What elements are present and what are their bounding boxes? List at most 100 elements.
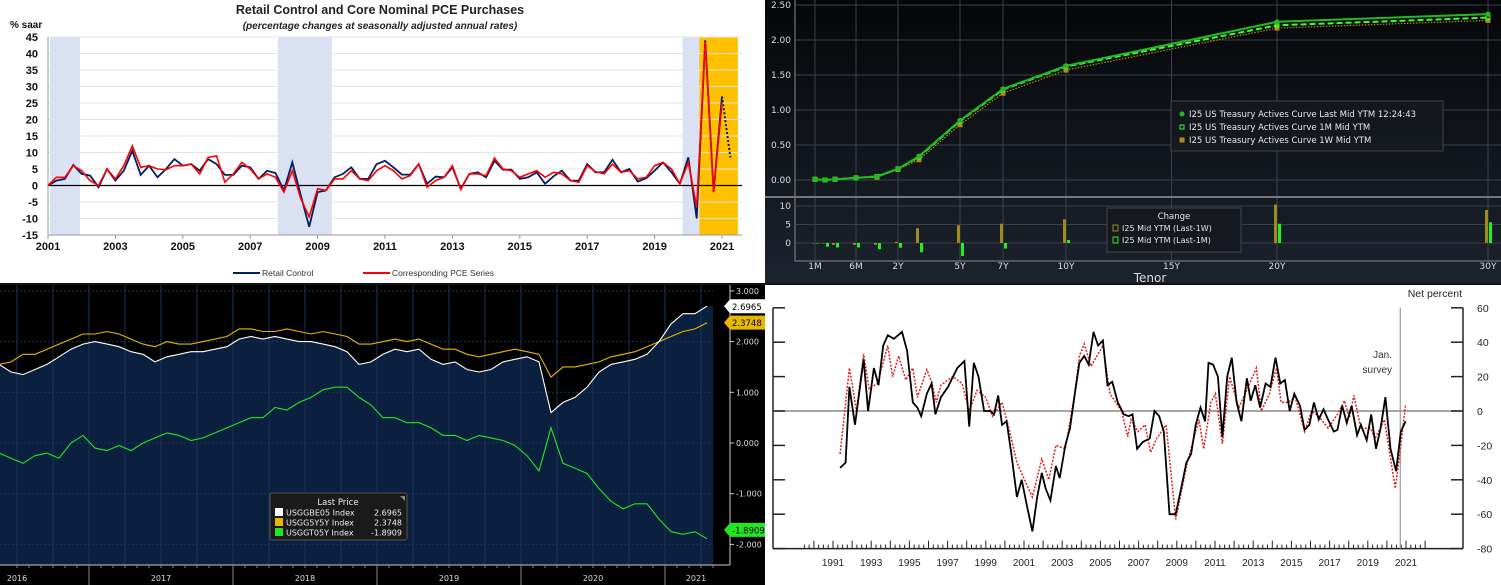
legend-label: Retail Control: [262, 268, 314, 278]
x-tick-label: 2016: [7, 574, 27, 583]
legend-label: Corresponding PCE Series: [392, 268, 494, 278]
curve-marker: [1485, 17, 1491, 23]
x-tick-label: 2015: [1280, 558, 1303, 569]
x-tick-label: 15Y: [1163, 262, 1180, 272]
y-tick-label: 0: [32, 181, 38, 193]
legend-value: 2.6965: [374, 509, 402, 518]
annotation-label: survey: [1363, 365, 1392, 376]
x-tick-label: 5Y: [954, 262, 966, 272]
y-tick-label: 15: [26, 131, 38, 143]
x-axis-label: Tenor: [1133, 271, 1167, 283]
y-tick-label: 0: [785, 239, 791, 249]
x-tick-label: 2020: [583, 574, 603, 583]
curve-marker: [832, 176, 838, 182]
y-tick-label: 2.00: [771, 36, 791, 46]
y-tick-label: 25: [26, 98, 38, 110]
panel-divider: [0, 283, 1501, 285]
panel-divider: [760, 0, 765, 285]
legend-marker: [1112, 224, 1119, 232]
x-tick-label: 1995: [898, 558, 921, 569]
x-tick-label: 2019: [1357, 558, 1380, 569]
y-tick-label: 1.50: [771, 71, 791, 81]
y-tick-label: 20: [1477, 372, 1489, 384]
legend-label: I25 US Treasury Actives Curve 1W Mid YTM: [1189, 136, 1371, 146]
y-tick-label: -20: [1477, 440, 1492, 452]
area-fill: [0, 306, 713, 565]
y-tick-label: -10: [22, 214, 38, 226]
series-line-retail-control: [47, 40, 723, 228]
legend-label: I25 Mid YTM (Last-1W): [1122, 224, 1212, 233]
y-tick-label: 30: [26, 82, 38, 94]
y-tick-label: 2.50: [771, 1, 791, 11]
legend-label: I25 Mid YTM (Last-1M): [1122, 236, 1211, 245]
change-bar: [1067, 240, 1070, 243]
y-tick-label: -5: [28, 197, 38, 209]
y-tick-label: 45: [26, 32, 38, 44]
x-tick-label: 2021: [1395, 558, 1418, 569]
y-tick-label: 0.000: [736, 439, 759, 448]
legend-resize-handle: [400, 496, 405, 501]
legend-marker: [1179, 124, 1185, 130]
x-tick-label: 2007: [238, 241, 262, 253]
x-tick-label: 2013: [1242, 558, 1265, 569]
annotation-label: Jan.: [1373, 350, 1392, 361]
y-tick-label: -40: [1477, 475, 1492, 487]
change-bar: [811, 243, 815, 244]
change-bar: [815, 243, 819, 244]
change-bar: [832, 243, 835, 245]
curve-marker: [916, 153, 922, 159]
x-tick-label: 2015: [508, 241, 532, 253]
curve-legend: I25 US Treasury Actives Curve Last Mid Y…: [1170, 100, 1444, 152]
x-tick-label: 2018: [295, 574, 315, 583]
legend-label: USGGBE05 Index: [286, 509, 355, 518]
change-legend: Change I25 Mid YTM (Last-1W) I25 Mid YTM (…: [1106, 207, 1242, 253]
curve-marker: [1485, 11, 1491, 17]
change-bar: [874, 243, 877, 245]
change-bar: [1489, 222, 1492, 243]
x-tick-label: 6M: [849, 262, 863, 272]
change-bar: [957, 225, 960, 243]
treasury-curve-chart: 1M 6M 2Y 5Y 7Y 10Y 15Y 20Y 30Y 2.50 2.00 1.50 1.00 0.…: [765, 0, 1501, 283]
curve-marker: [812, 176, 818, 182]
legend-box: [1106, 207, 1242, 253]
last-price-tag-label: -1.8909: [732, 526, 765, 536]
series-line-solid: [839, 330, 1407, 532]
curve-marker: [853, 175, 859, 181]
y-tick-label: 1.00: [771, 106, 791, 116]
curve-marker: [895, 166, 901, 172]
change-bar: [822, 243, 826, 244]
legend-label: I25 US Treasury Actives Curve Last Mid Y…: [1189, 110, 1416, 120]
chart-subtitle: (percentage changes at seasonally adjust…: [243, 21, 518, 32]
legend-label: I25 US Treasury Actives Curve 1M Mid YTM: [1189, 123, 1370, 133]
y-tick-label: 10: [26, 148, 38, 160]
change-bar: [853, 243, 856, 245]
x-tick-label: 2013: [440, 241, 464, 253]
y-tick-label: -80: [1477, 544, 1492, 556]
y-tick-label: 3.000: [736, 287, 759, 296]
legend-marker: [1179, 111, 1185, 117]
legend-marker: [1112, 236, 1119, 244]
x-tick-label: 2009: [1166, 558, 1189, 569]
y-tick-label: 0: [1477, 406, 1483, 418]
x-tick-label: 2017: [1318, 558, 1341, 569]
breakeven-real-yield-svg: 3.000 2.000 1.000 0.000 -1.000 -2.000 2016 2017…: [0, 285, 765, 585]
breakeven-real-yield-chart: 3.000 2.000 1.000 0.000 -1.000 -2.000 2016 2017…: [0, 285, 765, 585]
y-tick-label: -60: [1477, 509, 1492, 521]
x-tick-label: 10Y: [1058, 262, 1075, 272]
x-tick-label: 2011: [373, 241, 397, 253]
legend-swatch: [275, 518, 283, 526]
legend-label: USGG5Y5Y Index: [286, 519, 354, 528]
y-tick-label: -15: [22, 230, 38, 242]
x-tick-label: 1991: [822, 558, 845, 569]
x-tick-label: 2003: [103, 241, 127, 253]
change-bar: [857, 243, 860, 248]
change-bar: [1004, 243, 1007, 249]
legend-title: Change: [1158, 212, 1191, 222]
y-tick-label: 35: [26, 65, 38, 77]
x-tick-label: 2009: [305, 241, 329, 253]
change-bar: [1278, 223, 1281, 243]
net-percent-survey-svg: 60 40 20 0 -20 -40 -60 -80 1991 1993 1995 1997 1999 2…: [772, 288, 1492, 569]
legend-label: USGGT05Y Index: [286, 529, 354, 538]
